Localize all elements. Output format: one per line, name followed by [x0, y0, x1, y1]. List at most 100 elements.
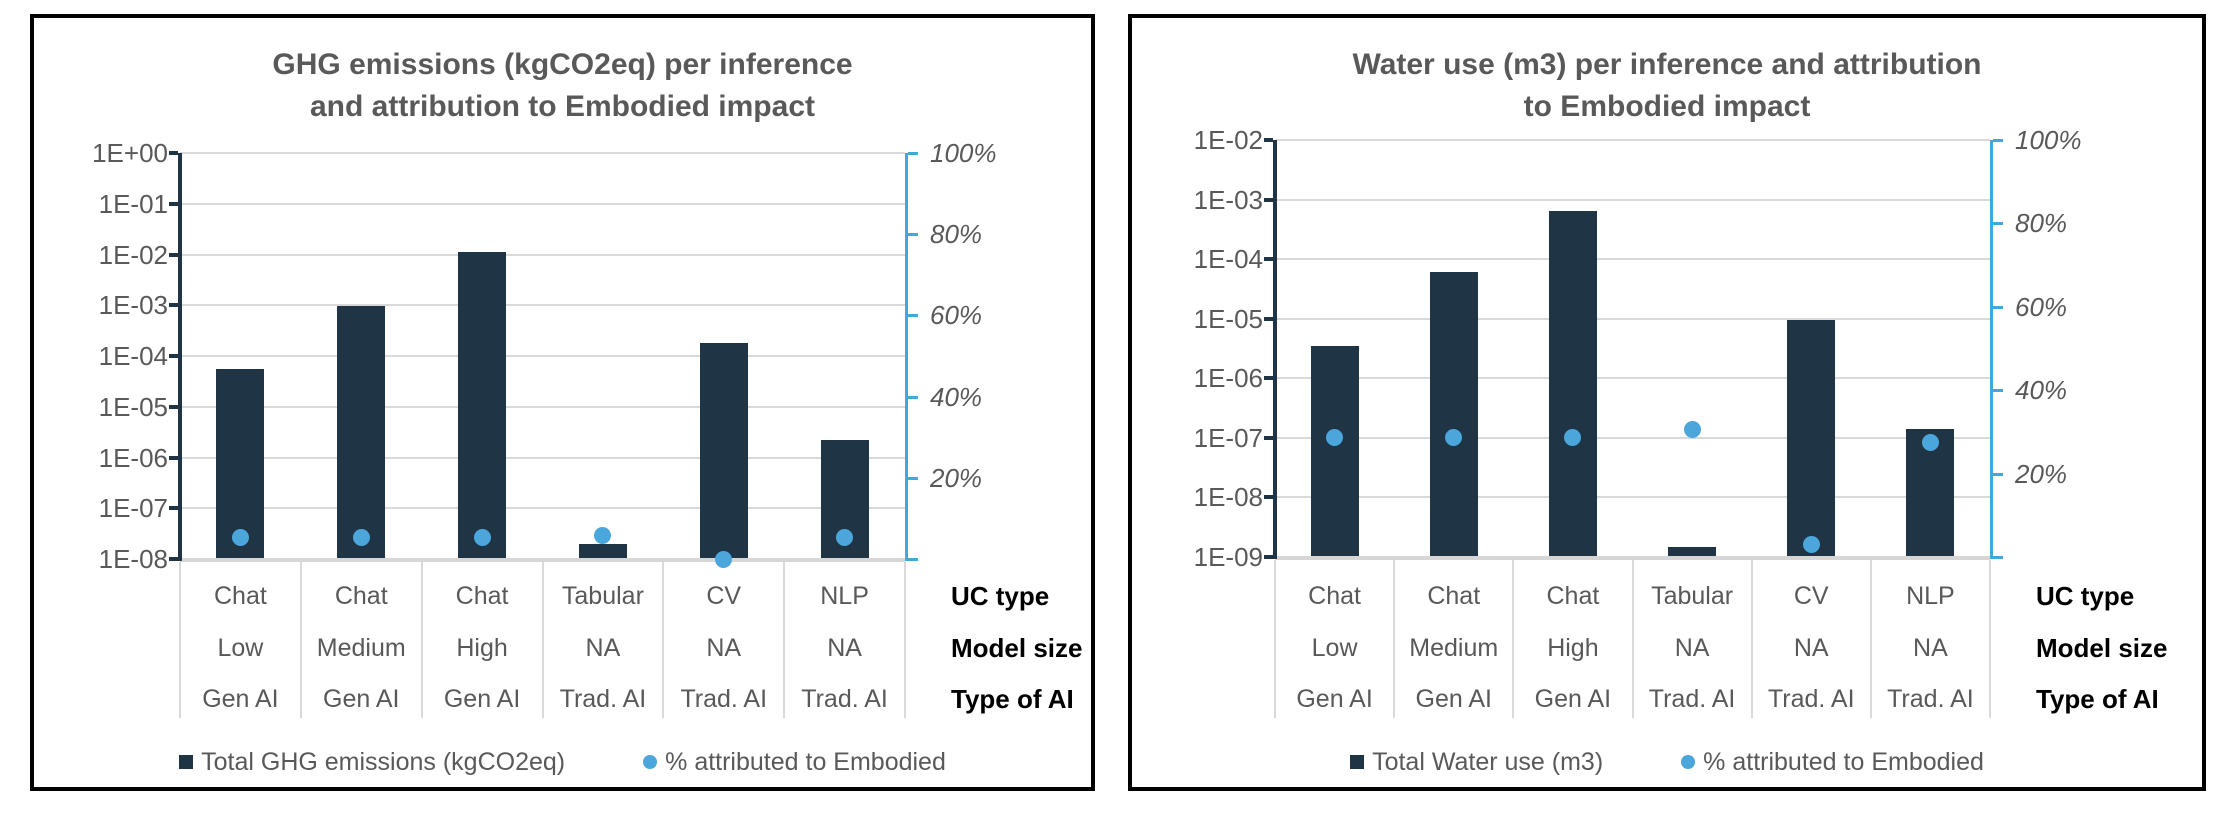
chart-title-line2: to Embodied impact: [1523, 90, 1811, 123]
y-axis-tick-label: 1E-08: [1193, 482, 1263, 513]
y-axis-tick-mark: [169, 506, 178, 511]
dot-pct-embodied-chat: [1564, 429, 1582, 447]
gridline: [1275, 496, 1990, 499]
y-axis-tick-label: 1E-07: [98, 493, 168, 524]
y-axis-tick-mark: [1264, 376, 1273, 381]
category-row-header: UC type: [951, 581, 1050, 611]
y-axis-tick-label: 1E+00: [92, 138, 168, 168]
category-label-model_size: NA: [1674, 634, 1710, 662]
gridline: [180, 304, 905, 307]
category-label-uc_type: Tabular: [561, 582, 644, 610]
y-axis-tick-mark: [169, 201, 178, 206]
category-row-header: Model size: [951, 633, 1083, 663]
dot-pct-embodied-nlp: [836, 529, 854, 547]
legend-bar-swatch: [1350, 755, 1365, 769]
y-axis-tick-label: 1E-05: [1193, 303, 1263, 334]
y-axis-tick-label: 1E-04: [98, 341, 168, 371]
y-axis-tick-mark: [1264, 555, 1273, 559]
dot-pct-embodied-chat: [1326, 429, 1344, 447]
right-axis-tick-mark: [908, 558, 918, 561]
pct-axis-tick-label: 40%: [2015, 375, 2068, 406]
category-label-uc_type: Chat: [1427, 582, 1481, 610]
right-axis-tick-mark: [1993, 472, 2003, 476]
gridline: [1275, 198, 1990, 201]
legend-item: Total Water use (m3): [1350, 748, 1603, 777]
category-separator: [299, 562, 302, 718]
dot-pct-embodied-nlp: [1921, 433, 1939, 451]
bar-chat: [1310, 345, 1359, 557]
gridline: [180, 355, 905, 357]
chart-title-line1: Water use (m3) per inference and attribu…: [1352, 48, 1982, 81]
pct-axis-tick-label: 100%: [930, 138, 997, 168]
chart-title-line1: GHG emissions (kgCO2eq) per inference: [272, 48, 853, 81]
x-axis-line: [180, 558, 905, 562]
bar-chat: [337, 306, 386, 559]
legend-item: % attributed to Embodied: [1681, 748, 1984, 777]
y-axis-tick-mark: [1264, 435, 1273, 440]
category-separator: [783, 562, 786, 718]
category-label-type_of_ai: Trad. AI: [1648, 685, 1736, 713]
y-axis-tick-mark: [169, 404, 178, 409]
category-label-type_of_ai: Gen AI: [1415, 685, 1492, 713]
right-axis-tick-mark: [908, 233, 918, 237]
y-axis-tick-label: 1E-02: [98, 239, 168, 270]
y-axis-tick-label: 1E-09: [1193, 542, 1263, 572]
category-label-model_size: NA: [585, 634, 621, 662]
y-axis-tick-mark: [169, 151, 178, 155]
category-separator: [541, 562, 544, 718]
right-axis-tick-mark: [1993, 222, 2003, 226]
category-separator: [420, 562, 423, 718]
category-label-model_size: Low: [1311, 634, 1358, 662]
category-label-model_size: NA: [1913, 634, 1948, 662]
y-axis-tick-mark: [169, 354, 178, 358]
pct-axis-tick-label: 60%: [930, 300, 983, 331]
gridline: [180, 456, 905, 459]
dot-pct-embodied-chat: [1445, 429, 1463, 447]
legend-item: % attributed to Embodied: [643, 748, 946, 777]
plot-area: 1E+00 1E-01 1E-02 1E-03 1E-04 1E-05 1E-06 1E-07…: [34, 18, 1091, 787]
category-label-uc_type: Chat: [334, 582, 388, 610]
right-axis-tick-mark: [908, 476, 918, 480]
y-axis-tick-label: 1E-07: [1193, 422, 1263, 453]
category-label-type_of_ai: Trad. AI: [680, 685, 768, 713]
legend-item: Total GHG emissions (kgCO2eq): [179, 748, 565, 777]
pct-axis-tick-label: 20%: [2015, 458, 2068, 489]
right-axis-line: [1990, 140, 1993, 559]
dot-pct-embodied-cv: [715, 550, 733, 568]
pct-axis-tick-label: 80%: [930, 219, 983, 250]
category-label-type_of_ai: Trad. AI: [1767, 685, 1855, 713]
legend-label: Total GHG emissions (kgCO2eq): [201, 747, 566, 776]
gridline: [1275, 139, 1990, 141]
legend-marker-swatch: [1681, 755, 1696, 769]
category-separator: [179, 562, 181, 718]
bar-chat: [216, 369, 265, 559]
category-label-model_size: High: [456, 634, 508, 662]
category-separator: [1393, 560, 1396, 718]
category-separator: [1869, 560, 1872, 718]
y-axis-tick-mark: [169, 557, 178, 561]
category-separator: [904, 562, 906, 718]
category-label-type_of_ai: Gen AI: [202, 685, 279, 713]
legend-label: % attributed to Embodied: [665, 747, 946, 776]
pct-axis-tick-label: 40%: [930, 381, 983, 412]
y-axis-tick-label: 1E-06: [1193, 363, 1263, 394]
dot-pct-embodied-tabular: [1683, 421, 1701, 439]
pct-axis-tick-label: 80%: [2015, 208, 2068, 239]
y-axis-tick-label: 1E-03: [98, 290, 168, 321]
chart-title: GHG emissions (kgCO2eq) per inference an…: [34, 44, 1091, 128]
bar-cv: [699, 343, 748, 559]
y-axis-tick-label: 1E-08: [98, 544, 168, 574]
gridline: [180, 253, 905, 256]
y-axis-tick-label: 1E-03: [1193, 184, 1263, 215]
category-label-type_of_ai: Gen AI: [1296, 685, 1373, 713]
left-axis-line: [1273, 140, 1277, 559]
legend-marker-swatch: [643, 755, 658, 769]
category-label-model_size: High: [1547, 634, 1599, 662]
category-label-uc_type: Chat: [214, 582, 267, 610]
gridline: [180, 405, 905, 408]
category-label-type_of_ai: Gen AI: [323, 685, 400, 713]
plot-area: 1E-02 1E-03 1E-04 1E-05 1E-06 1E-07 1E-08 1E-09…: [1132, 18, 2202, 787]
category-row-header: Model size: [2036, 633, 2168, 663]
legend: Total GHG emissions (kgCO2eq) % attribute…: [34, 744, 1091, 780]
